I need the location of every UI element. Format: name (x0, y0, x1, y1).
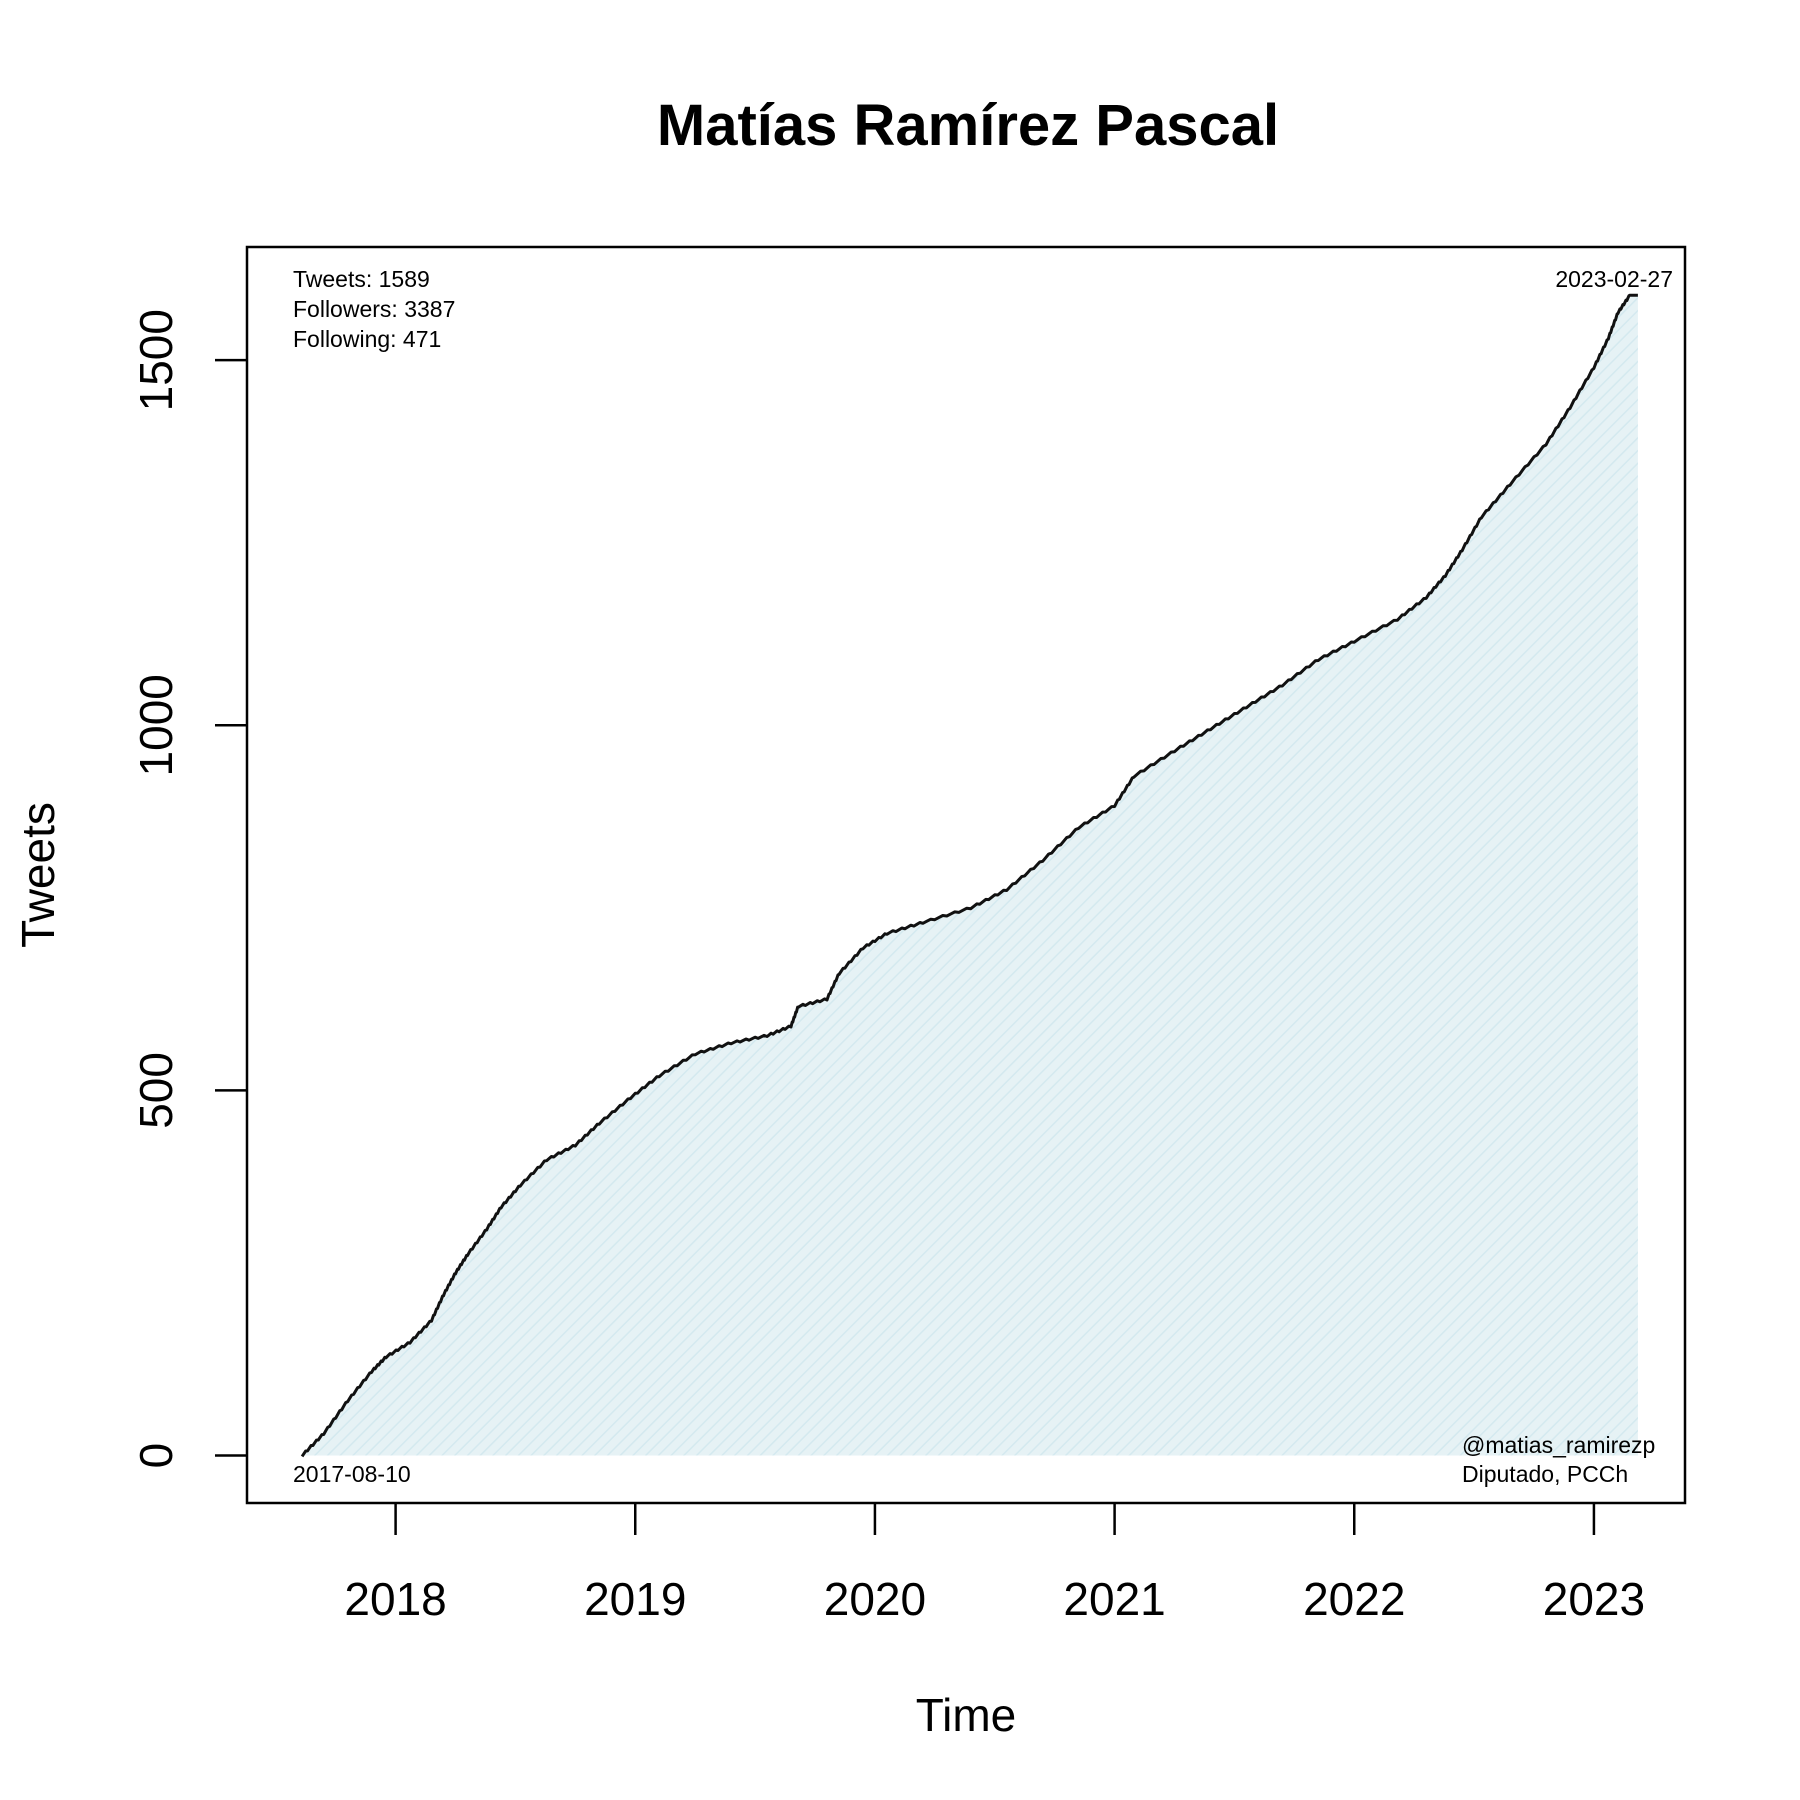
x-axis: 2018 2019 2020 2021 2022 2023 (344, 1503, 1645, 1625)
followers-count: Followers: 3387 (293, 296, 455, 322)
account-description: Diputado, PCCh (1462, 1461, 1628, 1487)
account-handle: @matias_ramirezp (1462, 1432, 1655, 1458)
x-tick-label-2023: 2023 (1543, 1573, 1645, 1625)
following-count: Following: 471 (293, 326, 441, 352)
plot-frame (245, 245, 1687, 1505)
x-axis-label: Time (916, 1689, 1017, 1741)
x-tick-label-2022: 2022 (1303, 1573, 1405, 1625)
x-tick-label-2021: 2021 (1063, 1573, 1165, 1625)
x-tick-label-2018: 2018 (344, 1573, 446, 1625)
x-tick-label-2020: 2020 (824, 1573, 926, 1625)
y-tick-label-1000: 1000 (130, 674, 182, 776)
cumulative-area-hatch (302, 295, 1638, 1457)
x-tick-label-2019: 2019 (584, 1573, 686, 1625)
y-tick-label-500: 500 (130, 1052, 182, 1129)
tweets-count: Tweets: 1589 (293, 266, 430, 292)
y-axis-label: Tweets (12, 802, 64, 948)
start-date-label: 2017-08-10 (293, 1461, 411, 1487)
y-tick-label-1500: 1500 (130, 309, 182, 411)
cumulative-tweets-line (300, 293, 1638, 1458)
y-axis: 0 500 1000 1500 (130, 309, 247, 1468)
chart-title: Matías Ramírez Pascal (657, 93, 1279, 158)
y-tick-label-0: 0 (130, 1443, 182, 1469)
end-date-label: 2023-02-27 (1555, 266, 1673, 292)
